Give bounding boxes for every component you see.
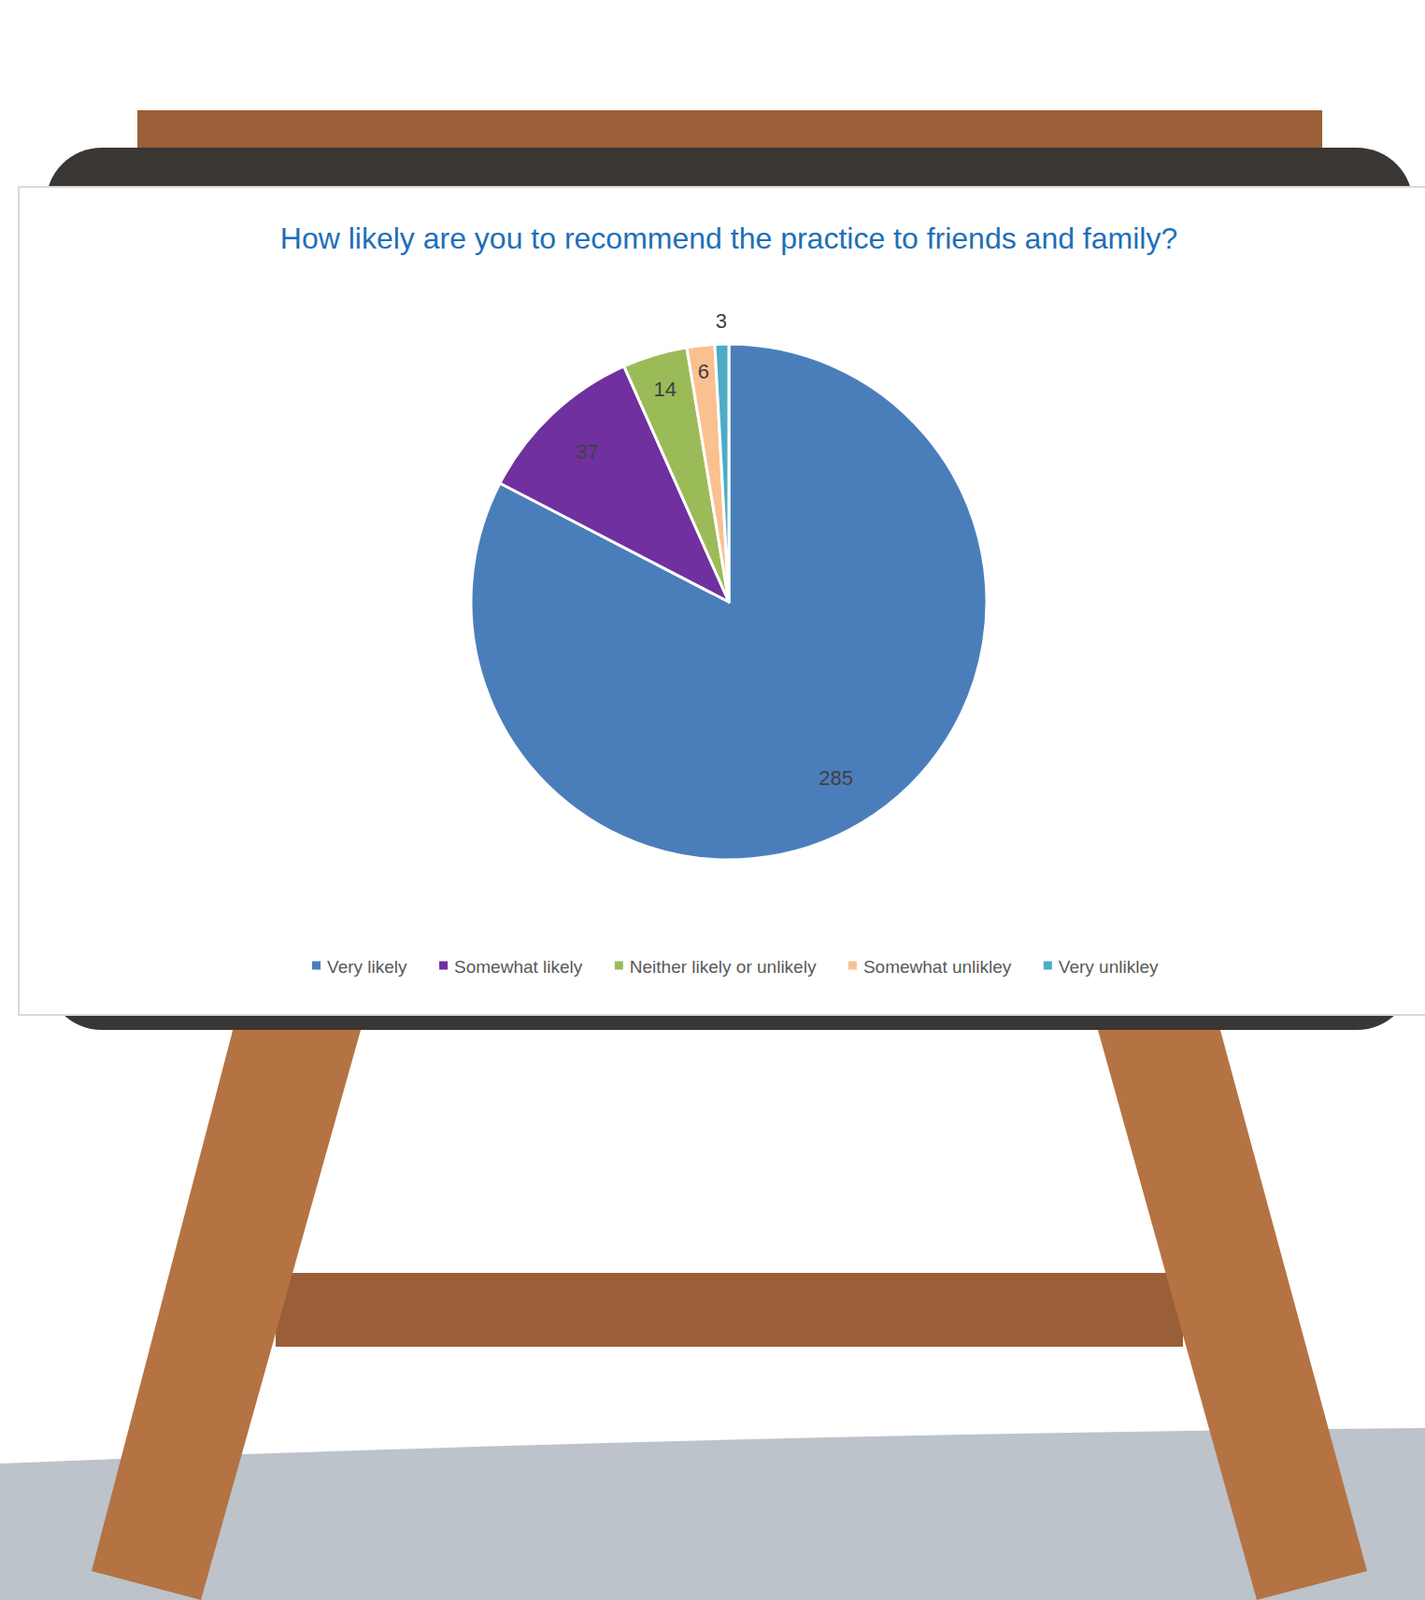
pie-slice <box>714 343 729 602</box>
easel-crossbar <box>275 1272 1183 1347</box>
legend-label: Very unlikley <box>1058 956 1159 977</box>
data-label: 285 <box>818 766 854 790</box>
legend-item: Very likely <box>312 956 408 977</box>
legend-swatch <box>439 961 448 970</box>
legend-item: Somewhat likely <box>439 956 584 977</box>
data-label: 37 <box>575 440 599 464</box>
chart-title: How likely are you to recommend the prac… <box>280 221 1178 256</box>
easel-leg <box>1096 1023 1368 1600</box>
legend-swatch <box>312 961 321 970</box>
pie <box>470 343 987 860</box>
data-label: 6 <box>698 359 710 384</box>
pie-slice <box>686 343 729 602</box>
pie-slice <box>470 343 987 860</box>
data-label: 3 <box>715 309 727 333</box>
easel <box>0 110 1425 1600</box>
legend-label: Somewhat likely <box>454 956 584 977</box>
legend: Very likely Somewhat likely Neither likely… <box>312 956 1159 977</box>
data-labels: 285 37 14 6 3 <box>575 309 854 790</box>
legend-item: Very unlikley <box>1043 956 1159 977</box>
easel-leg <box>91 1023 363 1600</box>
legend-item: Neither likely or unlikely <box>614 956 817 977</box>
legend-swatch <box>614 961 624 970</box>
chart-panel <box>18 186 1425 1015</box>
legend-item: Somewhat unlikley <box>848 956 1012 977</box>
data-label: 14 <box>654 377 677 401</box>
legend-swatch <box>848 961 857 970</box>
legend-label: Neither likely or unlikely <box>629 956 817 977</box>
legend-label: Somewhat unlikley <box>863 956 1012 977</box>
legend-swatch <box>1043 961 1053 970</box>
canvas: How likely are you to recommend the prac… <box>0 0 1425 1600</box>
legend-label: Very likely <box>327 956 408 977</box>
